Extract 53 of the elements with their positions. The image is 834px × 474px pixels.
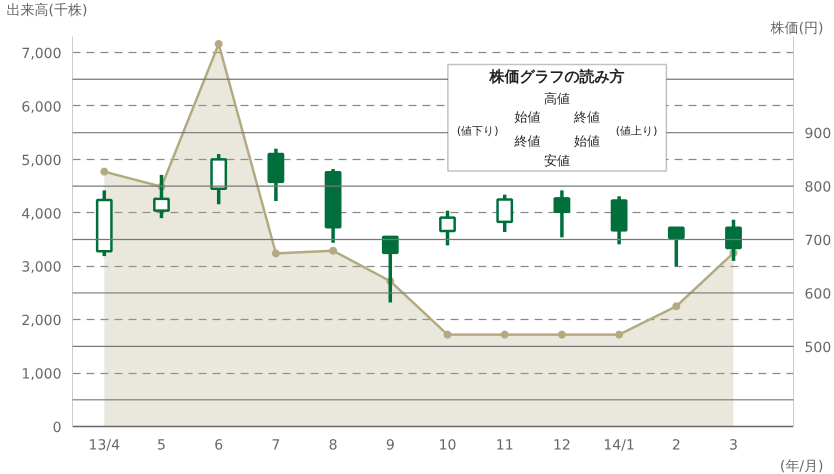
- y2-tick-label: 800: [804, 180, 832, 196]
- x-tick-label: 7: [271, 438, 280, 454]
- x-tick-label: 3: [729, 438, 738, 454]
- x-tick-label: 8: [328, 438, 338, 454]
- y-tick-label: 7,000: [21, 46, 62, 62]
- x-axis-title: (年/月): [780, 458, 824, 474]
- annotation: 株価グラフの読み方: [488, 68, 625, 86]
- candlestick: [153, 174, 170, 218]
- y-tick-label: 1,000: [21, 366, 62, 383]
- annotation: 始値: [514, 110, 540, 126]
- x-tick-label: 13/4: [88, 438, 120, 454]
- annotation: 終値: [513, 134, 540, 150]
- annotation: 始値: [574, 134, 600, 150]
- point: [444, 330, 452, 339]
- annotation: 高値: [544, 91, 570, 108]
- x-tick-label: 14/1: [603, 438, 635, 454]
- point: [329, 246, 338, 255]
- x-tick-label: 6: [214, 438, 224, 454]
- candlestick: [439, 210, 456, 246]
- point: [214, 40, 223, 48]
- point: [272, 249, 280, 258]
- y-tick-label: 5,000: [21, 152, 62, 169]
- candlestick: [496, 194, 514, 232]
- y2-tick-label: 700: [804, 233, 832, 250]
- point: [558, 330, 566, 339]
- y-tick-label: 2,000: [21, 313, 62, 330]
- x-tick-label: 2: [672, 438, 681, 454]
- annotation: 安値: [544, 153, 570, 170]
- annotation: (値下り): [456, 124, 498, 138]
- point: [615, 330, 624, 339]
- x-tick-label: 12: [553, 438, 571, 454]
- x-tick-label: 11: [496, 438, 514, 454]
- y2-tick-label: 900: [804, 126, 832, 142]
- candlestick: [725, 220, 742, 261]
- y-tick-label: 6,000: [21, 99, 62, 116]
- x-tick-label: 5: [157, 438, 166, 454]
- candlestick: [554, 190, 570, 238]
- y2-tick-label: 500: [804, 340, 832, 356]
- point: [500, 330, 509, 339]
- y2-axis-title: 株価(円): [770, 20, 824, 36]
- point: [100, 168, 108, 176]
- annotation: (値上り): [616, 124, 658, 138]
- y-tick-label: 3,000: [21, 260, 62, 276]
- point: [672, 302, 680, 310]
- candlestick: [668, 226, 685, 266]
- y2-tick-label: 600: [804, 286, 832, 302]
- x-tick-label: 9: [386, 438, 395, 454]
- annotation: 終値: [572, 110, 600, 126]
- y-axis-title: 出来高(千株): [6, 2, 88, 18]
- y-tick-label: 4,000: [21, 206, 62, 222]
- y-tick-label: 0: [52, 420, 62, 436]
- candlestick: [382, 236, 399, 303]
- x-tick-label: 10: [438, 438, 456, 454]
